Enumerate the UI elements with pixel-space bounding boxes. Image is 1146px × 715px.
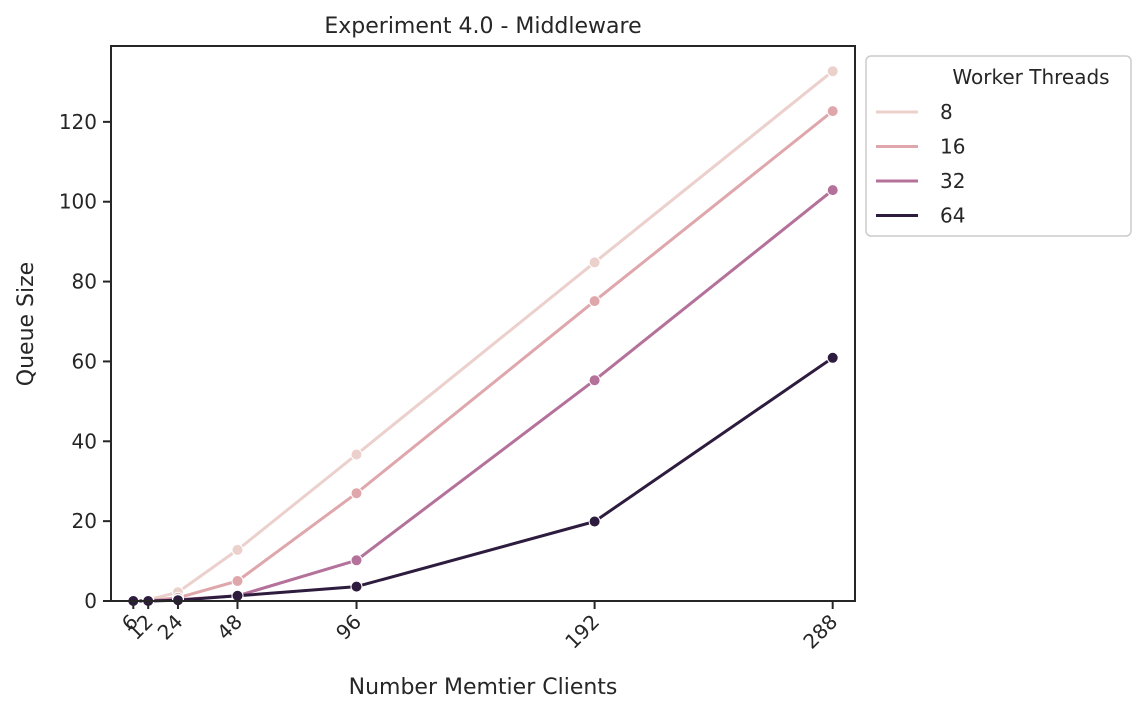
legend-items: 8 16 32 64 [876, 100, 965, 228]
x-tick-label: 192 [560, 610, 604, 654]
y-tick-label: 80 [72, 270, 97, 294]
x-tick-label: 24 [153, 610, 188, 645]
y-tick-label: 0 [84, 589, 97, 613]
legend: Worker Threads 8 16 32 64 [865, 55, 1132, 237]
legend-box [865, 55, 1132, 237]
y-tick-label: 20 [72, 509, 97, 533]
data-point-32-6 [826, 184, 839, 197]
legend-label-32: 32 [940, 169, 965, 193]
x-tick-label: 96 [331, 610, 366, 645]
series-line-32 [131, 188, 835, 603]
data-point-8-3 [231, 543, 244, 556]
y-axis-ticks: 0 20 40 60 80 100 120 [59, 110, 111, 613]
data-point-64-3 [231, 589, 244, 602]
x-axis-label: Number Memtier Clients [349, 675, 618, 700]
legend-label-16: 16 [940, 135, 965, 159]
plot-area [131, 69, 835, 603]
y-tick-label: 120 [59, 110, 97, 134]
data-point-16-3 [231, 575, 244, 587]
data-point-16-5 [588, 295, 601, 308]
x-tick-label: 288 [798, 610, 842, 654]
y-axis-label: Queue Size [14, 262, 39, 386]
data-point-32-4 [350, 554, 363, 567]
legend-label-8: 8 [940, 100, 953, 124]
data-point-8-6 [826, 65, 839, 78]
data-point-32-5 [588, 374, 601, 387]
data-point-64-5 [588, 515, 601, 528]
data-points [127, 65, 839, 607]
data-point-16-6 [826, 105, 839, 118]
legend-title: Worker Threads [952, 65, 1109, 89]
data-point-8-4 [350, 448, 363, 461]
y-tick-label: 60 [72, 349, 97, 373]
series-line-16 [131, 109, 835, 603]
y-tick-label: 40 [72, 429, 97, 453]
x-tick-label: 48 [212, 610, 247, 645]
y-tick-label: 100 [59, 190, 97, 214]
plot-frame [110, 45, 856, 602]
data-point-64-4 [350, 580, 363, 593]
data-point-16-4 [350, 487, 363, 500]
chart-title: Experiment 4.0 - Middleware [324, 14, 641, 39]
data-point-64-6 [826, 351, 839, 364]
data-point-8-5 [588, 256, 601, 269]
series-line-64 [131, 356, 835, 603]
legend-label-64: 64 [940, 204, 965, 228]
series-line-8 [131, 69, 835, 603]
